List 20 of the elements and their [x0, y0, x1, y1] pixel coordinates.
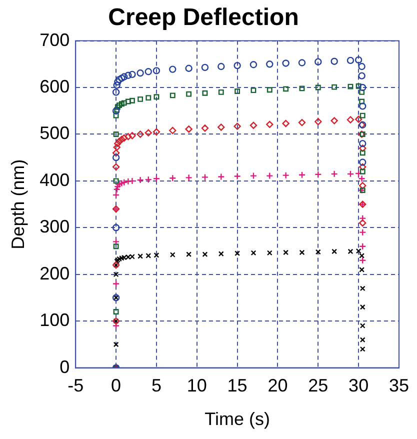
- x-tick-label: -5: [68, 376, 84, 396]
- y-tick-label: 100: [40, 310, 70, 330]
- x-tick-label: 10: [186, 376, 207, 396]
- y-tick-label: 500: [40, 123, 70, 144]
- y-tick-label: 600: [40, 76, 70, 96]
- y-tick-label: 0: [60, 356, 70, 377]
- y-tick-label: 200: [40, 263, 70, 284]
- x-tick-label: 0: [111, 376, 122, 396]
- x-tick-label: 20: [268, 376, 288, 396]
- y-axis-title: Depth (nm): [8, 159, 28, 250]
- y-tick-label: 400: [40, 170, 70, 190]
- y-tick-label: 300: [40, 216, 70, 237]
- x-tick-label: 25: [308, 376, 328, 396]
- y-tick-label: 700: [40, 30, 70, 50]
- x-tick-label: 5: [151, 376, 162, 396]
- x-tick-label: 30: [348, 376, 369, 396]
- x-tick-label: 35: [388, 376, 410, 396]
- chart-title: Creep Deflection: [108, 4, 299, 32]
- x-tick-label: 15: [227, 376, 248, 396]
- x-axis-title: Time (s): [204, 409, 270, 430]
